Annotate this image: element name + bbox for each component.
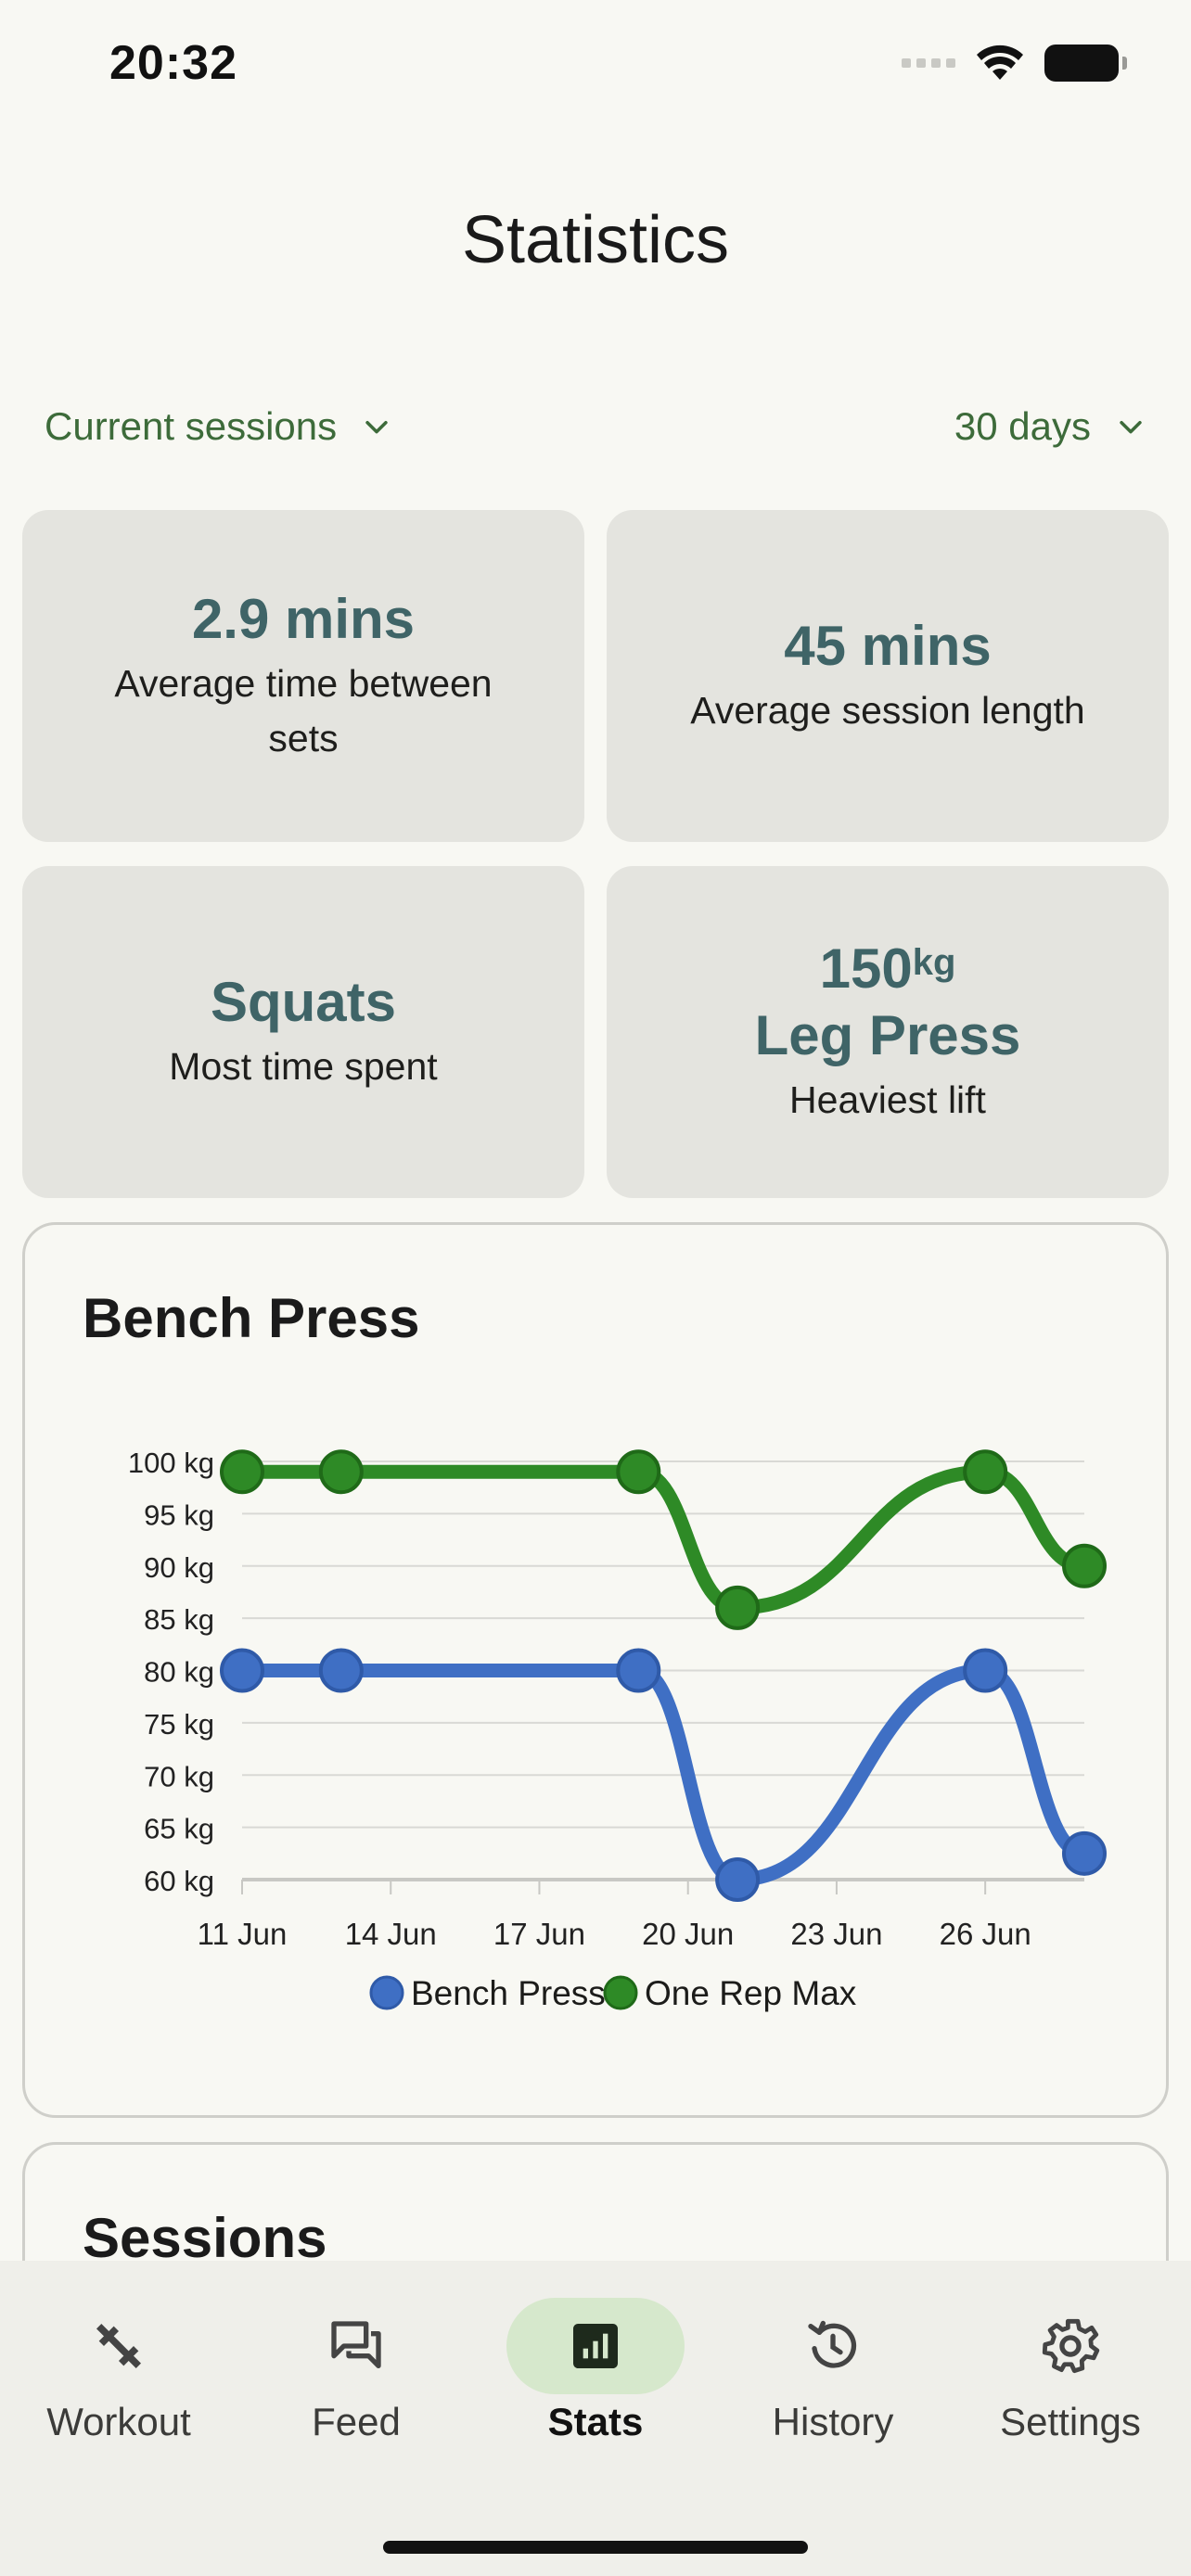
tab-bar: Workout Feed Stats History Settings: [0, 2261, 1191, 2576]
stat-card-avg-session: 45 mins Average session length: [607, 510, 1169, 842]
wifi-icon: [977, 45, 1023, 80]
data-point: [963, 1648, 1008, 1693]
y-tick-label: 65 kg: [144, 1813, 214, 1845]
chevron-down-icon: [1120, 420, 1142, 434]
data-point: [220, 1449, 264, 1495]
line-chart: 60 kg 65 kg 70 kg 75 kg 80 kg 85 kg 90 kg 95 kg…: [128, 1447, 1107, 2012]
stat-card-most-time: Squats Most time spent: [22, 866, 584, 1198]
history-icon: [808, 2320, 857, 2368]
stat-value: 45 mins: [784, 615, 992, 678]
x-tick-label: 17 Jun: [493, 1917, 585, 1951]
gear-icon: [1042, 2318, 1100, 2374]
data-point: [616, 1449, 661, 1495]
y-tick-label: 75 kg: [144, 1708, 214, 1741]
data-point: [1062, 1543, 1107, 1588]
weight-unit: kg: [912, 942, 956, 984]
y-tick-label: 60 kg: [144, 1865, 214, 1897]
chevron-down-icon: [365, 420, 388, 434]
stat-card-heaviest-lift: 150kg Leg Press Heaviest lift: [607, 866, 1169, 1198]
data-point: [318, 1648, 364, 1693]
signal-icon: [902, 58, 955, 68]
weight-number: 150: [819, 937, 913, 1001]
y-tick-label: 90 kg: [144, 1551, 214, 1584]
x-tick-label: 14 Jun: [345, 1917, 437, 1951]
tab-stats[interactable]: Stats: [477, 2298, 714, 2444]
legend-label: Bench Press: [411, 1974, 606, 2012]
battery-icon: [1044, 45, 1127, 82]
data-point: [963, 1449, 1008, 1495]
legend-swatch: [369, 1975, 404, 2010]
series-line: [235, 1464, 1092, 1615]
tab-label: Stats: [547, 2400, 644, 2443]
tab-label: Settings: [1000, 2400, 1141, 2443]
x-tick-label: 23 Jun: [790, 1917, 882, 1951]
chart-title: Bench Press: [83, 1287, 420, 1349]
legend-label: One Rep Max: [645, 1974, 857, 2012]
x-tick-label: 26 Jun: [940, 1917, 1031, 1951]
sessions-title: Sessions: [83, 2207, 327, 2269]
chart-card: 60 kg 65 kg 70 kg 75 kg 80 kg 85 kg 90 kg 95 kg…: [22, 1222, 1169, 2118]
tab-workout[interactable]: Workout: [0, 2298, 237, 2444]
data-point: [220, 1648, 264, 1693]
bar-chart-icon: [573, 2324, 618, 2368]
stat-card-avg-rest: 2.9 mins Average time between sets: [22, 510, 584, 842]
tab-settings[interactable]: Settings: [952, 2298, 1189, 2444]
stat-value: Squats: [210, 971, 397, 1034]
tab-feed[interactable]: Feed: [237, 2298, 475, 2444]
status-icons: [902, 45, 1127, 82]
y-tick-label: 85 kg: [144, 1603, 214, 1636]
y-tick-label: 95 kg: [144, 1498, 214, 1531]
stat-value-exercise: Leg Press: [754, 1004, 1021, 1067]
session-filter-dropdown[interactable]: Current sessions: [45, 404, 392, 449]
session-filter-label: Current sessions: [45, 404, 338, 448]
stat-label: Heaviest lift: [789, 1078, 986, 1122]
dumbbell-icon: [96, 2324, 141, 2368]
page-title: Statistics: [461, 203, 730, 277]
data-point: [715, 1857, 761, 1902]
x-tick-label: 11 Jun: [198, 1917, 288, 1951]
status-time: 20:32: [109, 36, 237, 90]
stat-value: 2.9 mins: [191, 587, 416, 650]
tab-history[interactable]: History: [714, 2298, 952, 2444]
stat-label: Average time between sets: [114, 661, 493, 759]
y-tick-label: 70 kg: [144, 1760, 214, 1792]
data-point: [715, 1585, 761, 1630]
data-point: [318, 1449, 364, 1495]
tab-label: Feed: [312, 2400, 401, 2443]
y-tick-label: 100 kg: [128, 1447, 214, 1479]
range-filter-label: 30 days: [954, 404, 1091, 448]
range-filter-dropdown[interactable]: 30 days: [954, 404, 1146, 449]
tab-label: Workout: [46, 2400, 191, 2443]
status-bar: 20:32: [0, 0, 1191, 139]
tab-label: History: [772, 2400, 894, 2443]
x-tick-label: 20 Jun: [642, 1917, 734, 1951]
stat-value-weight: 150kg: [820, 936, 956, 1002]
stat-label: Most time spent: [169, 1045, 438, 1089]
chat-icon: [331, 2321, 381, 2368]
stat-label: Average session length: [690, 689, 1085, 733]
legend-swatch: [603, 1975, 638, 2010]
data-point: [616, 1648, 661, 1693]
data-point: [1062, 1830, 1107, 1876]
home-indicator: [383, 2541, 808, 2554]
y-tick-label: 80 kg: [144, 1656, 214, 1689]
